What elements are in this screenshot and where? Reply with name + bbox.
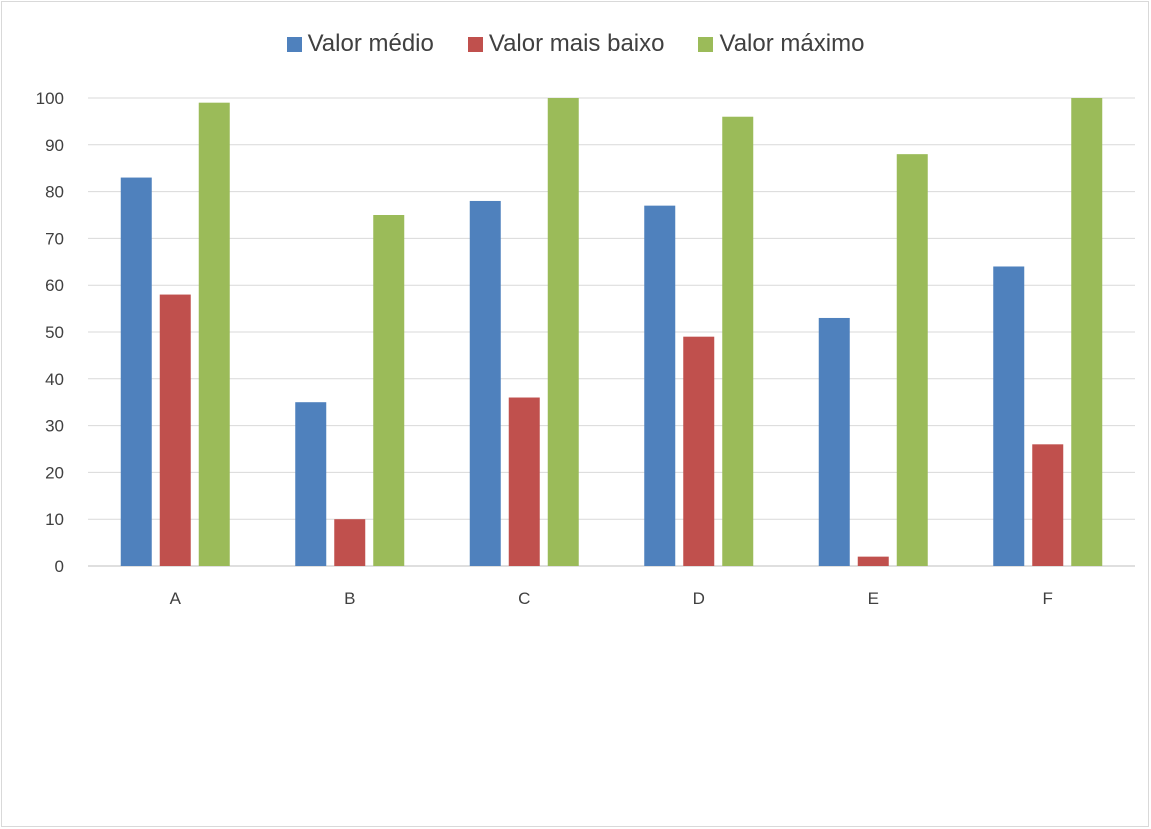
x-tick-label: C — [518, 589, 530, 608]
x-tick-label: F — [1043, 589, 1053, 608]
bar-F-0 — [993, 266, 1025, 566]
bar-E-1 — [857, 556, 889, 566]
bar-D-0 — [644, 205, 676, 566]
legend: Valor médio Valor mais baixo Valor máxim… — [0, 30, 1151, 58]
bar-A-0 — [120, 177, 152, 566]
bar-D-1 — [683, 336, 715, 566]
legend-swatch-valor-maximo — [698, 36, 714, 52]
bar-C-2 — [547, 98, 579, 566]
bar-A-1 — [159, 294, 191, 566]
x-tick-label: E — [868, 589, 879, 608]
bar-C-1 — [508, 397, 540, 566]
bar-C-0 — [469, 200, 501, 566]
bar-B-0 — [295, 402, 327, 566]
y-tick-label: 70 — [45, 229, 64, 248]
y-tick-label: 90 — [45, 136, 64, 155]
x-tick-label: B — [344, 589, 355, 608]
x-tick-label: D — [693, 589, 705, 608]
bar-E-2 — [896, 154, 928, 566]
bar-F-2 — [1071, 98, 1103, 566]
x-tick-label: A — [170, 589, 182, 608]
y-tick-label: 100 — [36, 89, 64, 108]
y-tick-label: 80 — [45, 183, 64, 202]
bar-B-2 — [373, 215, 405, 566]
legend-label-valor-maximo: Valor máximo — [719, 30, 865, 57]
y-tick-label: 30 — [45, 417, 64, 436]
y-tick-label: 50 — [45, 323, 64, 342]
y-tick-label: 20 — [45, 463, 64, 482]
legend-swatch-valor-medio — [286, 36, 302, 52]
bar-B-1 — [334, 519, 366, 566]
legend-item-valor-medio: Valor médio — [286, 30, 434, 58]
legend-swatch-valor-mais-baixo — [467, 36, 483, 52]
legend-item-valor-mais-baixo: Valor mais baixo — [467, 30, 665, 58]
legend-label-valor-mais-baixo: Valor mais baixo — [488, 30, 665, 57]
bar-F-1 — [1032, 444, 1064, 566]
y-tick-label: 0 — [55, 557, 64, 576]
y-tick-label: 40 — [45, 370, 64, 389]
legend-item-valor-maximo: Valor máximo — [698, 30, 864, 58]
bar-A-2 — [198, 102, 230, 567]
y-tick-label: 10 — [45, 510, 64, 529]
legend-label-valor-medio: Valor médio — [307, 30, 434, 57]
bar-E-0 — [818, 317, 850, 566]
y-tick-label: 60 — [45, 276, 64, 295]
bar-D-2 — [722, 116, 754, 566]
